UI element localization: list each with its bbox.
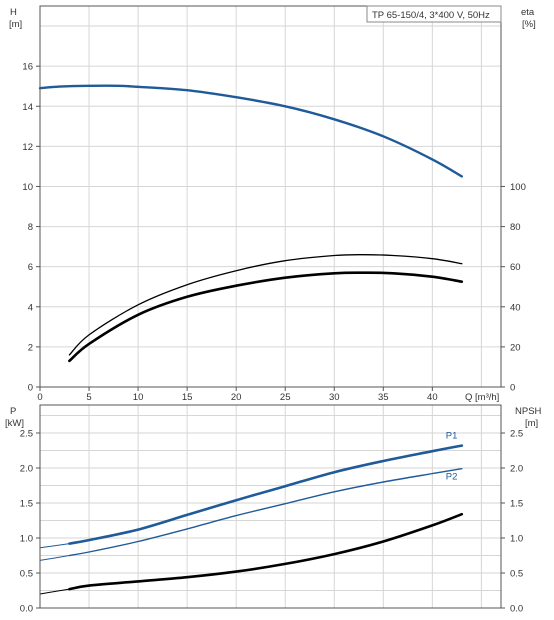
q-tick-label: 0	[37, 392, 42, 403]
eta-axis-unit: [%]	[522, 19, 536, 30]
p-tick-label: 1.5	[20, 499, 33, 510]
p-axis-ticks: 0.0 0.5 1.0 1.5 2.0 2.5	[20, 429, 40, 615]
eta-tick-label: 40	[510, 302, 521, 313]
npsh-tick-label: 0.5	[510, 569, 523, 580]
p-tick-label: 1.0	[20, 534, 33, 545]
h-axis-unit: [m]	[9, 19, 22, 30]
h-tick-label: 2	[28, 342, 33, 353]
npsh-axis-unit: [m]	[525, 418, 538, 429]
h-axis-label: H	[10, 7, 17, 18]
p-tick-label: 0.0	[20, 604, 33, 615]
npsh-axis-label: NPSH	[515, 406, 542, 417]
h-tick-label: 12	[22, 142, 33, 153]
p-axis-unit: [kW]	[5, 418, 24, 429]
eta-tick-label: 100	[510, 182, 526, 193]
curve-p2_left	[39, 555, 70, 561]
top-curves	[38, 84, 464, 363]
npsh-tick-label: 2.0	[510, 464, 523, 475]
h-axis-ticks: 0 2 4 6 8 10 12 14 16	[22, 62, 40, 394]
q-tick-label: 35	[378, 392, 389, 403]
curve-eta_lower	[68, 271, 464, 363]
q-tick-label: 20	[231, 392, 242, 403]
series-label-P2: P2	[446, 472, 458, 483]
q-tick-label: 15	[182, 392, 193, 403]
eta-axis-ticks: 0 20 40 60 80 100	[501, 182, 526, 394]
q-axis-label: Q [m³/h]	[465, 392, 499, 403]
q-tick-label: 10	[133, 392, 144, 403]
npsh-tick-label: 0.0	[510, 604, 523, 615]
p-tick-label: 0.5	[20, 569, 33, 580]
h-tick-label: 16	[22, 62, 33, 73]
h-tick-label: 10	[22, 182, 33, 193]
p-tick-label: 2.0	[20, 464, 33, 475]
eta-axis-label: eta	[521, 7, 535, 18]
h-tick-label: 0	[28, 383, 33, 394]
eta-tick-label: 80	[510, 222, 521, 233]
q-tick-label: 30	[329, 392, 340, 403]
npsh-tick-label: 1.0	[510, 534, 523, 545]
curve-H	[38, 84, 463, 178]
q-tick-label: 5	[86, 392, 91, 403]
q-tick-label: 25	[280, 392, 291, 403]
curve-eta_upper	[68, 254, 463, 356]
p-axis-label: P	[10, 406, 16, 417]
power-npsh-panel: P [kW] NPSH [m] 0.00.51.01.52.02.5 0.00.…	[5, 404, 542, 615]
bottom-plot-frame	[39, 404, 502, 609]
curve-p1_left	[39, 543, 70, 549]
curve-NPSH	[68, 512, 464, 591]
curve-npsh_left	[39, 588, 70, 595]
eta-tick-label: 20	[510, 342, 521, 353]
pump-legend-text: TP 65-150/4, 3*400 V, 50Hz	[372, 10, 490, 21]
npsh-axis-ticks: 0.0 0.5 1.0 1.5 2.0 2.5	[501, 429, 523, 615]
q-axis-ticks: 0 5 10 15 20 25 30 35 40	[37, 387, 438, 403]
p-tick-label: 2.5	[20, 429, 33, 440]
q-tick-label: 40	[427, 392, 438, 403]
top-plot-frame	[39, 5, 502, 388]
eta-tick-label: 60	[510, 262, 521, 273]
npsh-tick-label: 2.5	[510, 429, 523, 440]
series-labels: P1 P2	[446, 431, 458, 483]
bottom-curves	[39, 444, 464, 595]
eta-tick-label: 0	[510, 383, 515, 394]
curve-P2	[68, 468, 463, 557]
series-label-P1: P1	[446, 431, 458, 442]
h-tick-label: 14	[22, 102, 33, 113]
h-tick-label: 4	[28, 302, 33, 313]
bottom-grid	[39, 405, 501, 609]
h-tick-label: 6	[28, 262, 33, 273]
h-tick-label: 8	[28, 222, 33, 233]
pump-legend-box	[366, 5, 502, 23]
npsh-tick-label: 1.5	[510, 499, 523, 510]
curve-P1	[68, 444, 464, 545]
